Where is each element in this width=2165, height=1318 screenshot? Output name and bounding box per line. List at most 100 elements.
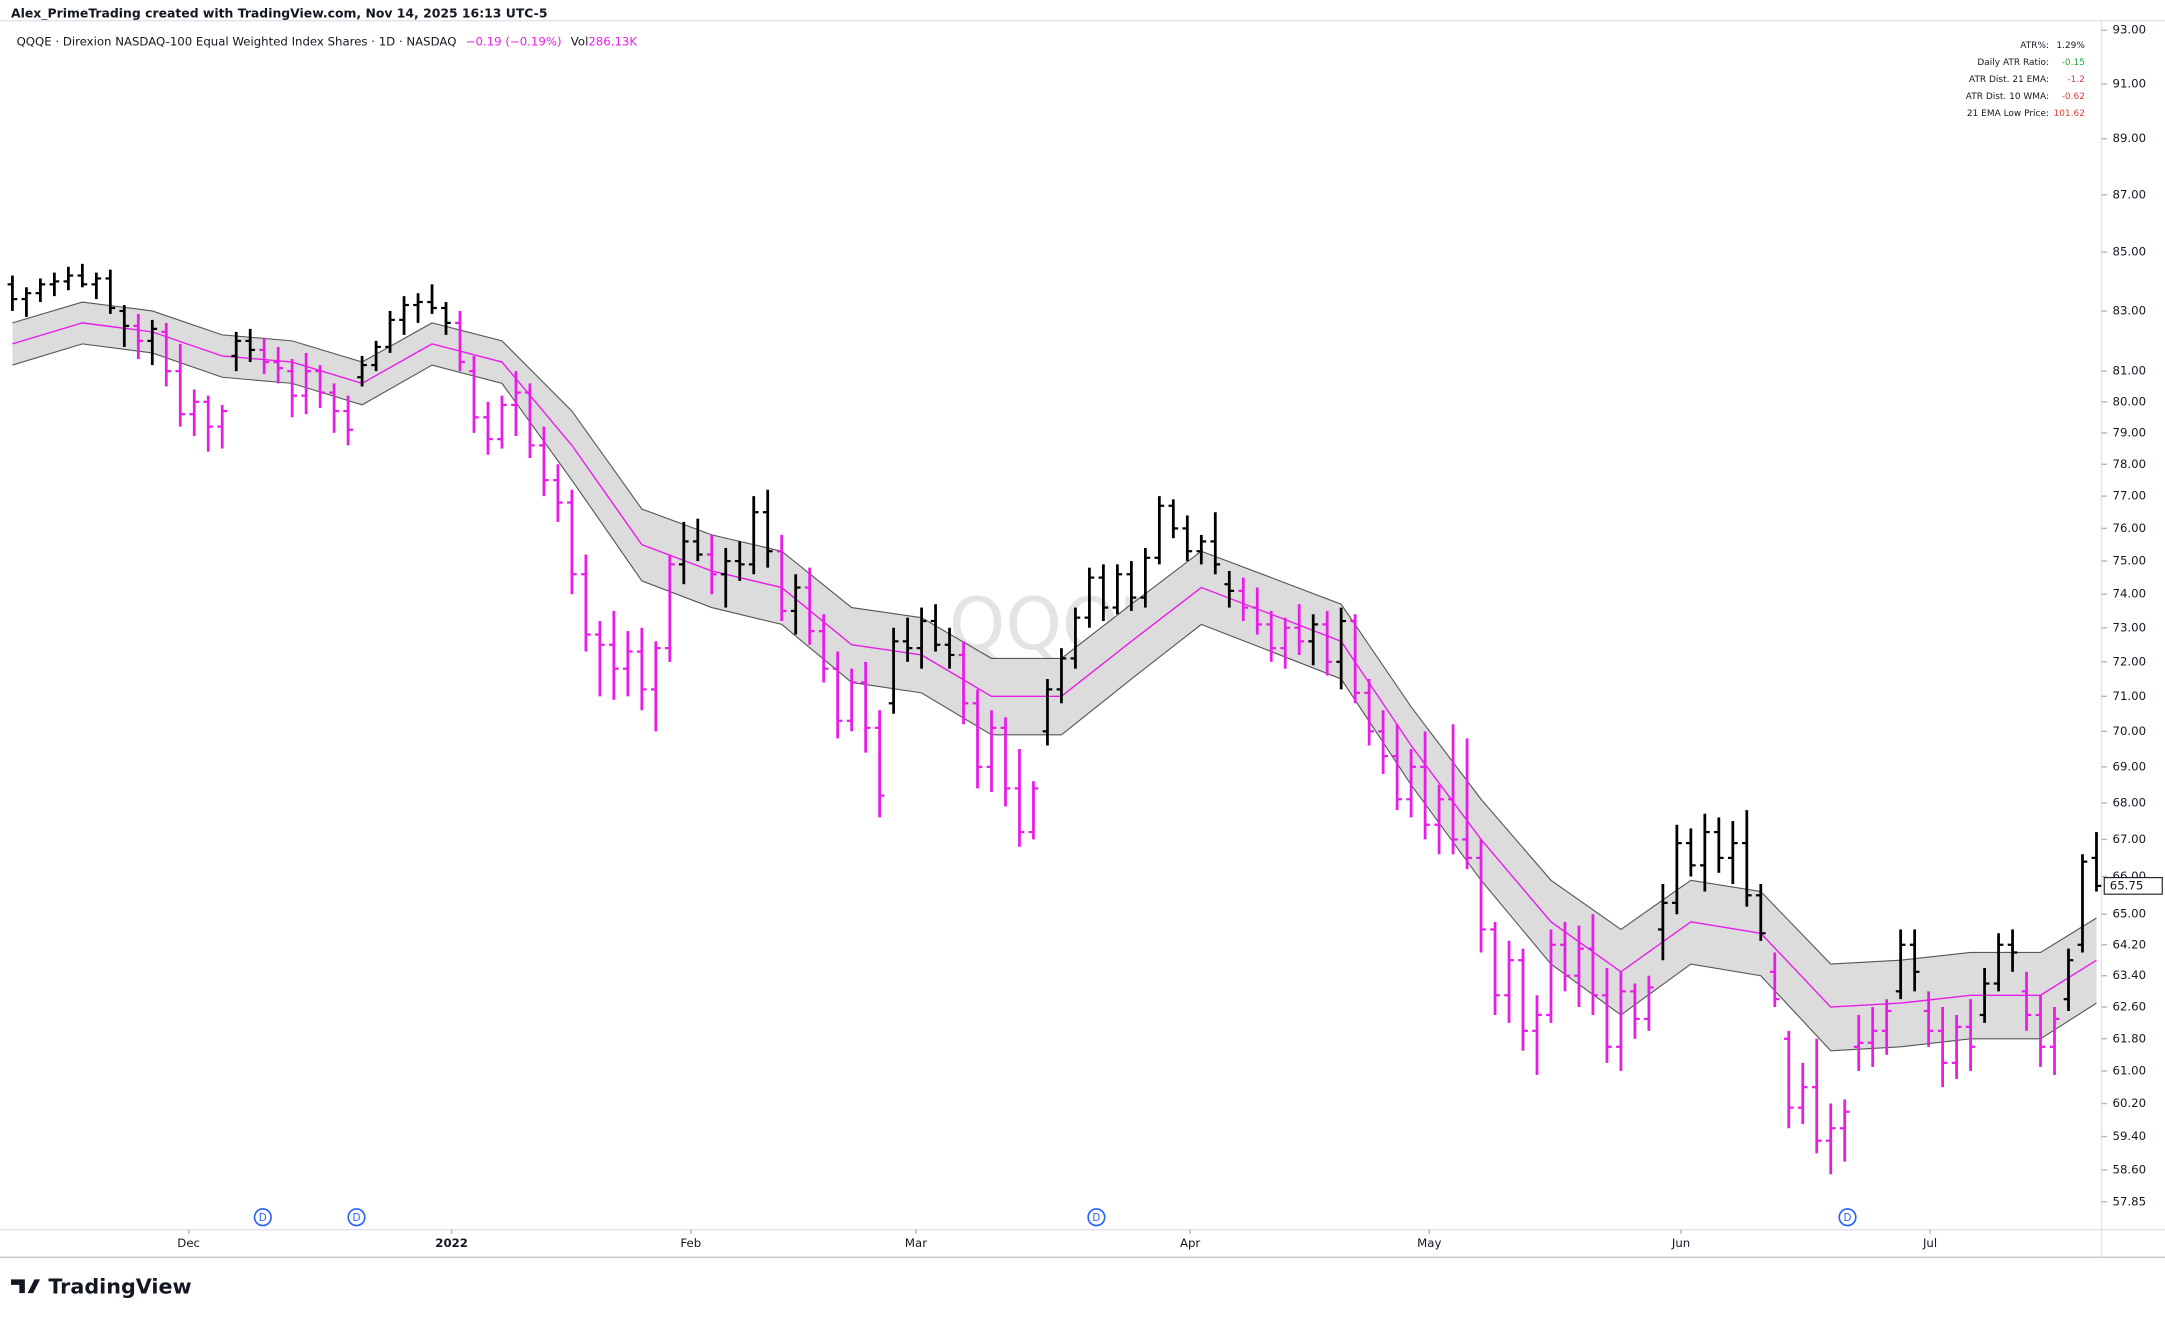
ohlc-bar xyxy=(1602,967,1612,1063)
ohlc-bar xyxy=(455,310,465,372)
ohlc-bar xyxy=(637,627,647,711)
ohlc-bar xyxy=(1462,738,1472,870)
ohlc-bar xyxy=(1322,610,1333,676)
y-tick-label: 75.00 xyxy=(2113,554,2147,568)
ohlc-bar xyxy=(161,322,172,387)
y-tick-label: 64.20 xyxy=(2113,937,2147,951)
event-label: D xyxy=(1092,1212,1100,1224)
y-tick-label: 89.00 xyxy=(2113,131,2147,145)
ohlc-bar xyxy=(1490,921,1500,1015)
ohlc-bar xyxy=(902,617,913,662)
table-value: 101.62 xyxy=(2054,109,2085,119)
ohlc-bar xyxy=(650,641,661,732)
y-tick-label: 62.60 xyxy=(2113,1000,2147,1014)
event-label: D xyxy=(259,1212,267,1224)
y-tick-label: 76.00 xyxy=(2113,521,2147,535)
ohlc-bar xyxy=(91,272,102,300)
ohlc-bar xyxy=(203,395,214,452)
ohlc-bar xyxy=(1546,929,1556,1023)
y-tick-label: 67.00 xyxy=(2113,832,2147,846)
ohlc-bar xyxy=(692,518,703,562)
legend-change: −0.19 (−0.19%) xyxy=(466,34,562,48)
ohlc-bar xyxy=(1056,648,1067,704)
ohlc-bar xyxy=(469,355,479,433)
ohlc-bar xyxy=(1993,933,2004,992)
ohlc-bar xyxy=(2021,971,2032,1031)
ohlc-bar xyxy=(1350,614,1361,704)
y-tick-label: 93.00 xyxy=(2113,23,2147,37)
ohlc-bar xyxy=(2049,1007,2060,1075)
y-tick-label: 69.00 xyxy=(2113,759,2147,773)
ohlc-bar xyxy=(1266,610,1277,662)
ohlc-bar xyxy=(1448,724,1458,855)
ohlc-bar xyxy=(63,266,74,291)
ohlc-bar xyxy=(301,352,311,415)
ohlc-bar xyxy=(1713,817,1724,873)
event-label: D xyxy=(353,1212,361,1224)
ohlc-bar xyxy=(776,534,787,622)
ohlc-bar xyxy=(804,567,815,645)
ohlc-bar xyxy=(888,627,899,714)
ohlc-bar xyxy=(916,607,927,669)
y-tick-label: 58.60 xyxy=(2113,1163,2147,1177)
legend-title: QQQE · Direxion NASDAQ-100 Equal Weighte… xyxy=(17,34,457,48)
ohlc-bar xyxy=(385,310,395,353)
ohlc-bar xyxy=(1308,614,1319,666)
ohlc-bar xyxy=(1406,749,1416,818)
y-tick-label: 78.00 xyxy=(2113,457,2147,471)
table-label: ATR Dist. 21 EMA: xyxy=(1969,75,2049,85)
ohlc-bar xyxy=(595,621,605,697)
ohlc-bar xyxy=(1574,925,1584,1008)
y-tick-label: 79.00 xyxy=(2113,425,2147,439)
ohlc-bar xyxy=(2007,929,2018,972)
ohlc-bar xyxy=(1811,1038,1822,1154)
ohlc-bar xyxy=(1769,952,1780,1008)
ohlc-bar xyxy=(972,689,983,789)
ohlc-bar xyxy=(357,355,367,387)
ohlc-bar xyxy=(832,651,843,739)
y-tick-label: 80.00 xyxy=(2113,394,2147,408)
ohlc-bar xyxy=(1825,1103,1836,1175)
ohlc-bar xyxy=(986,710,997,793)
ohlc-bar xyxy=(846,668,857,732)
ohlc-bar xyxy=(678,521,689,585)
event-label: D xyxy=(1844,1212,1852,1224)
ohlc-bar xyxy=(1182,515,1193,562)
ohlc-bar xyxy=(1644,975,1654,1031)
ohlc-bar xyxy=(2077,854,2088,953)
ohlc-bar xyxy=(49,272,60,297)
table-value: -0.62 xyxy=(2062,92,2085,102)
y-tick-label: 68.00 xyxy=(2113,795,2147,809)
event-marker xyxy=(347,1208,366,1227)
ohlc-bar xyxy=(21,287,32,317)
ohlc-bar xyxy=(1839,1099,1850,1162)
ohlc-bar xyxy=(399,296,409,335)
ohlc-bar xyxy=(581,554,591,652)
last-price-badge xyxy=(2103,877,2163,895)
ohlc-bar xyxy=(944,627,955,669)
ohlc-bar xyxy=(874,710,885,818)
footer-text: TradingView xyxy=(48,1275,191,1299)
ohlc-bar xyxy=(1783,1030,1794,1129)
ohlc-bar xyxy=(1560,921,1570,992)
y-tick-label: 87.00 xyxy=(2113,187,2147,201)
x-tick-label: Dec xyxy=(177,1236,200,1250)
ohlc-bar xyxy=(762,489,773,568)
ohlc-bar xyxy=(1923,991,1934,1047)
y-tick-label: 73.00 xyxy=(2113,620,2147,634)
ohlc-bar xyxy=(567,489,577,595)
ohlc-bar xyxy=(1937,1007,1948,1088)
ohlc-bar xyxy=(525,383,535,458)
table-label: ATR%: xyxy=(2020,41,2049,51)
ohlc-bar xyxy=(1014,749,1025,847)
ohlc-bar xyxy=(790,574,801,635)
ohlc-bar xyxy=(1168,499,1179,539)
ohlc-bar xyxy=(1252,587,1263,635)
ohlc-bar xyxy=(609,610,619,700)
ohlc-bar xyxy=(1098,564,1109,622)
ohlc-bar xyxy=(748,496,759,575)
ohlc-bar xyxy=(483,401,493,455)
ohlc-bar xyxy=(1042,679,1053,746)
y-tick-label: 70.00 xyxy=(2113,724,2147,738)
